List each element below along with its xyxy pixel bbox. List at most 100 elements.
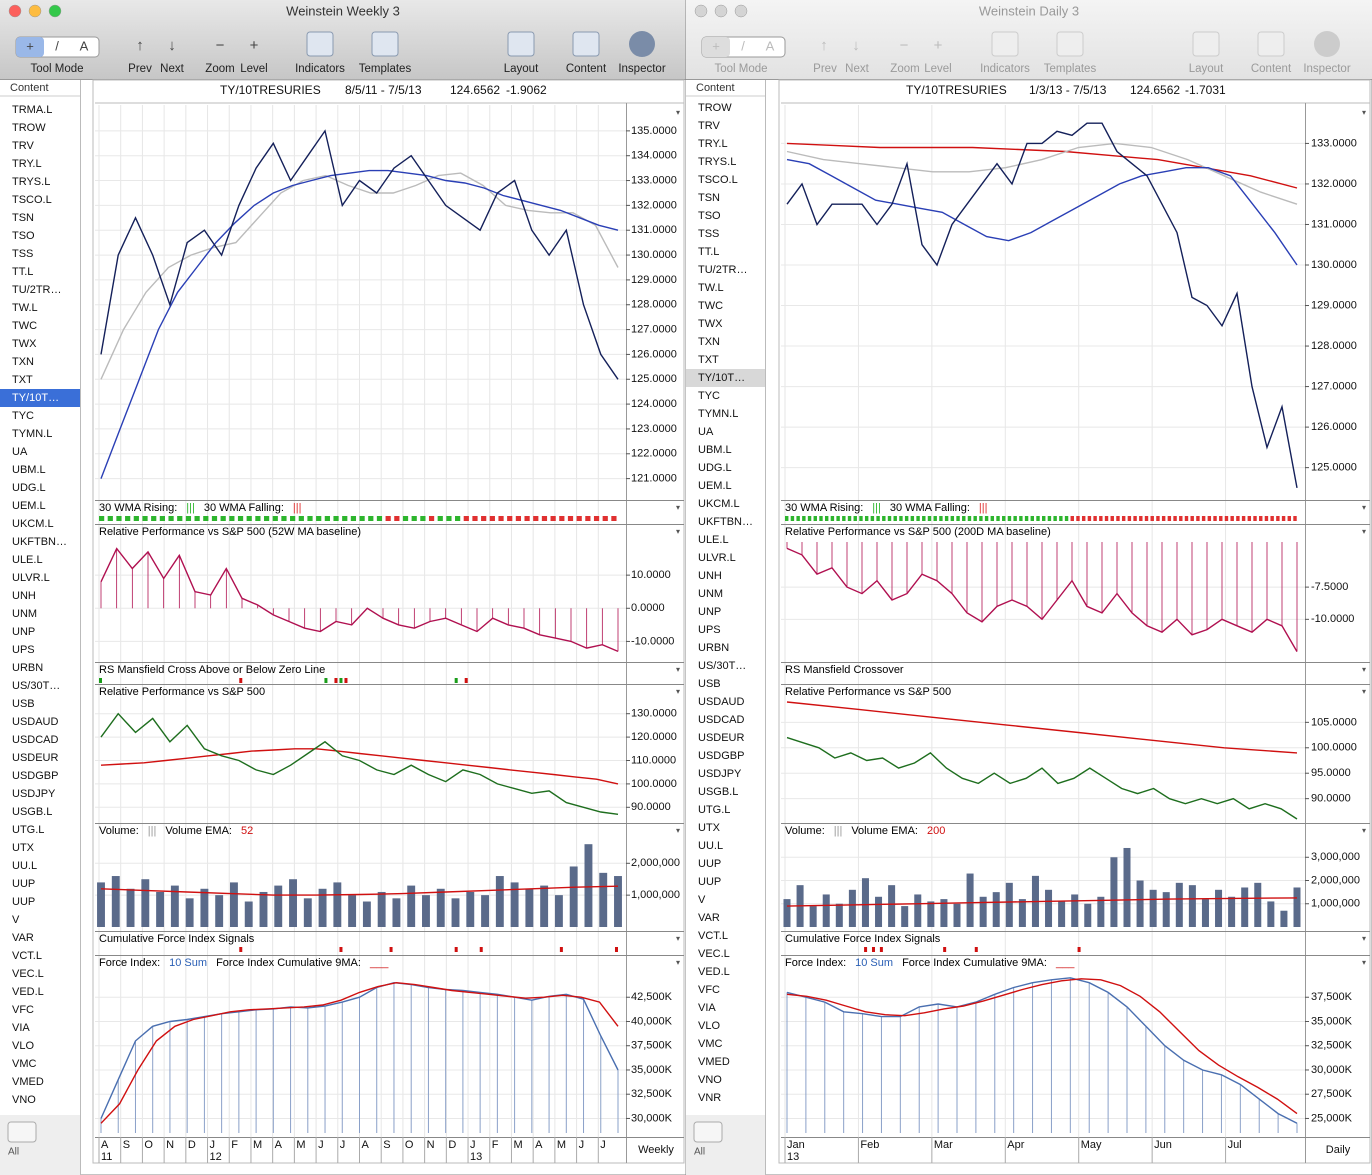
- symbol[interactable]: USB: [698, 678, 721, 690]
- symbol[interactable]: UDG.L: [12, 482, 46, 494]
- toolbar-label[interactable]: Zoom: [890, 63, 919, 75]
- symbol[interactable]: VMED: [698, 1056, 730, 1068]
- symbol[interactable]: UKCM.L: [698, 498, 740, 510]
- symbol[interactable]: UEM.L: [12, 500, 46, 512]
- toolbar-label[interactable]: Layout: [1189, 63, 1224, 75]
- gear-button[interactable]: [7, 1121, 37, 1143]
- symbol[interactable]: UPS: [12, 644, 35, 656]
- toolbar-label[interactable]: Prev: [128, 63, 152, 75]
- symbol[interactable]: TU/2TR…: [12, 284, 62, 296]
- symbol[interactable]: TXT: [12, 374, 33, 386]
- panel-menu[interactable]: ▾: [1362, 826, 1366, 835]
- toolbar-label[interactable]: Inspector: [618, 63, 665, 75]
- symbol[interactable]: TW.L: [12, 302, 38, 314]
- toolbar-icon[interactable]: [991, 31, 1019, 57]
- symbol[interactable]: TWX: [698, 318, 723, 330]
- symbol[interactable]: UKCM.L: [12, 518, 54, 530]
- symbol[interactable]: UU.L: [698, 840, 723, 852]
- toolbar-label[interactable]: Templates: [1044, 63, 1097, 75]
- symbol[interactable]: ULVR.L: [698, 552, 736, 564]
- symbol[interactable]: ULVR.L: [12, 572, 50, 584]
- toolbar-label[interactable]: Tool Mode: [30, 63, 83, 75]
- symbol[interactable]: TSO: [698, 210, 721, 222]
- symbol[interactable]: TROW: [698, 102, 732, 114]
- symbol[interactable]: TY/10T…: [698, 372, 745, 384]
- symbol[interactable]: URBN: [12, 662, 43, 674]
- panel-menu[interactable]: ▾: [676, 958, 680, 967]
- toolbar-icon[interactable]: [572, 31, 600, 57]
- symbol[interactable]: USDEUR: [698, 732, 745, 744]
- symbol[interactable]: VMC: [12, 1058, 37, 1070]
- symbol[interactable]: VEC.L: [12, 968, 44, 980]
- toolbar-label[interactable]: Content: [566, 63, 607, 75]
- toolbar-label[interactable]: Templates: [359, 63, 412, 75]
- symbol[interactable]: TSO: [12, 230, 35, 242]
- symbol[interactable]: VNO: [12, 1094, 36, 1106]
- symbol[interactable]: TSN: [698, 192, 720, 204]
- symbol[interactable]: TYC: [12, 410, 34, 422]
- symbol[interactable]: VAR: [12, 932, 34, 944]
- panel-menu[interactable]: ▾: [676, 934, 680, 943]
- symbol[interactable]: USDGBP: [698, 750, 744, 762]
- symbol[interactable]: USDCAD: [698, 714, 745, 726]
- symbol[interactable]: USDGBP: [12, 770, 58, 782]
- symbol[interactable]: UNM: [698, 588, 723, 600]
- symbol[interactable]: UU.L: [12, 860, 37, 872]
- toolbar-icon[interactable]: [1314, 31, 1340, 57]
- panel-menu[interactable]: ▾: [676, 826, 680, 835]
- toolbar-label[interactable]: Zoom: [205, 63, 234, 75]
- toolbar-icon[interactable]: [1257, 31, 1285, 57]
- symbol[interactable]: TT.L: [12, 266, 33, 278]
- symbol[interactable]: TY/10T…: [12, 392, 59, 404]
- toolbar-icon[interactable]: [507, 31, 535, 57]
- toolbar-icon[interactable]: +: [934, 37, 943, 54]
- symbol[interactable]: TXT: [698, 354, 719, 366]
- symbol[interactable]: TRY.L: [698, 138, 728, 150]
- panel-menu[interactable]: ▾: [1362, 934, 1366, 943]
- toolbar-label[interactable]: Indicators: [295, 63, 345, 75]
- symbol[interactable]: UKFTBN…: [12, 536, 67, 548]
- period-label[interactable]: Weekly: [638, 1144, 674, 1156]
- panel-menu[interactable]: ▾: [676, 527, 680, 536]
- toolbar-label[interactable]: Inspector: [1303, 63, 1350, 75]
- toolbar-icon[interactable]: ↑: [136, 37, 144, 54]
- symbol[interactable]: TYMN.L: [698, 408, 738, 420]
- window-button[interactable]: [734, 4, 748, 18]
- toolbar-label[interactable]: Prev: [813, 63, 837, 75]
- toolbar-label[interactable]: Level: [924, 63, 952, 75]
- symbol[interactable]: VFC: [12, 1004, 34, 1016]
- symbol[interactable]: UTX: [12, 842, 35, 854]
- footer-label[interactable]: All: [694, 1147, 705, 1158]
- symbol[interactable]: UNP: [12, 626, 35, 638]
- symbol[interactable]: VED.L: [12, 986, 44, 998]
- symbol[interactable]: VCT.L: [698, 930, 728, 942]
- symbol[interactable]: UNP: [698, 606, 721, 618]
- symbol[interactable]: URBN: [698, 642, 729, 654]
- symbol[interactable]: ULE.L: [698, 534, 729, 546]
- symbol[interactable]: UNH: [12, 590, 36, 602]
- symbol[interactable]: VIA: [698, 1002, 716, 1014]
- symbol[interactable]: USGB.L: [698, 786, 738, 798]
- toolbar-label[interactable]: Next: [160, 63, 184, 75]
- symbol[interactable]: TRYS.L: [698, 156, 736, 168]
- symbol[interactable]: VFC: [698, 984, 720, 996]
- panel-menu[interactable]: ▾: [1362, 665, 1366, 674]
- symbol[interactable]: TYC: [698, 390, 720, 402]
- symbol[interactable]: UA: [698, 426, 714, 438]
- toolbar-icon[interactable]: ↑: [820, 37, 828, 54]
- toolbar-icon[interactable]: [629, 31, 655, 57]
- window-button[interactable]: [714, 4, 728, 18]
- symbol[interactable]: UBM.L: [12, 464, 46, 476]
- symbol[interactable]: TRV: [698, 120, 720, 132]
- symbol[interactable]: UKFTBN…: [698, 516, 753, 528]
- toolbar-icon[interactable]: −: [216, 37, 225, 54]
- toolbar-label[interactable]: Content: [1251, 63, 1292, 75]
- symbol[interactable]: VNR: [698, 1092, 721, 1104]
- symbol[interactable]: VLO: [12, 1040, 34, 1052]
- symbol[interactable]: UUP: [12, 878, 35, 890]
- window-button[interactable]: [8, 4, 22, 18]
- symbol[interactable]: UTG.L: [698, 804, 730, 816]
- symbol[interactable]: TSN: [12, 212, 34, 224]
- symbol[interactable]: US/30T…: [698, 660, 746, 672]
- symbol[interactable]: TSCO.L: [12, 194, 52, 206]
